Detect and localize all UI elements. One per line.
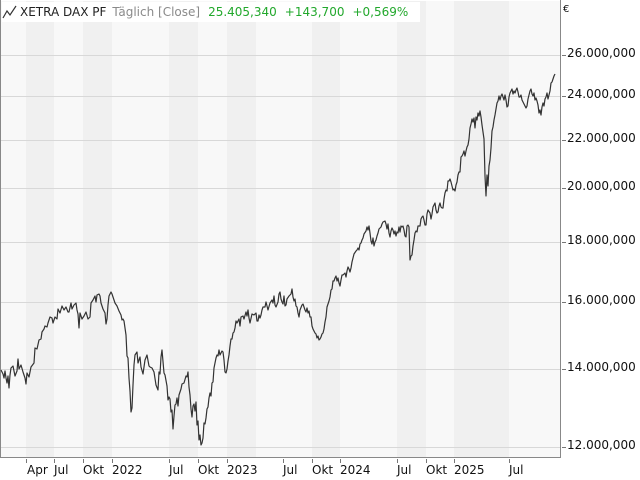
y-label: 20.000,000 (567, 179, 636, 193)
price-line (0, 73, 556, 446)
quarter-bands (26, 1, 509, 457)
y-label: 16.000,000 (567, 293, 636, 307)
instrument-name: XETRA DAX PF (20, 5, 107, 19)
x-label: Jul (169, 463, 184, 477)
y-ticks (562, 55, 566, 448)
x-label: 2024 (340, 463, 371, 477)
period-label: Täglich [Close] (112, 5, 201, 19)
x-label: Apr (27, 463, 48, 477)
chart-header: XETRA DAX PF Täglich [Close] 25.405,340 … (2, 2, 421, 22)
y-label: 26.000,000 (567, 46, 636, 60)
line-chart-icon (2, 5, 17, 19)
y-label: 22.000,000 (567, 131, 636, 145)
x-label: 2023 (227, 463, 258, 477)
last-price: 25.405,340 (208, 5, 277, 19)
y-label: 18.000,000 (567, 233, 636, 247)
x-label: Jul (283, 463, 298, 477)
x-label: Okt (426, 463, 448, 477)
currency-label: € (563, 4, 570, 15)
x-ticks (26, 459, 510, 463)
x-label: Jul (397, 463, 412, 477)
x-label: Jul (509, 463, 524, 477)
x-label: 2022 (112, 463, 143, 477)
y-label: 12.000,000 (567, 438, 636, 452)
y-label: 24.000,000 (567, 87, 636, 101)
price-change: +143,700 (284, 5, 345, 19)
y-label: 14.000,000 (567, 360, 636, 374)
price-change-pct: +0,569% (352, 5, 409, 19)
x-label: Okt (198, 463, 220, 477)
x-label: Jul (54, 463, 69, 477)
grid-lines (1, 55, 560, 448)
x-label: 2025 (454, 463, 485, 477)
x-label: Okt (312, 463, 334, 477)
x-label: Okt (83, 463, 105, 477)
